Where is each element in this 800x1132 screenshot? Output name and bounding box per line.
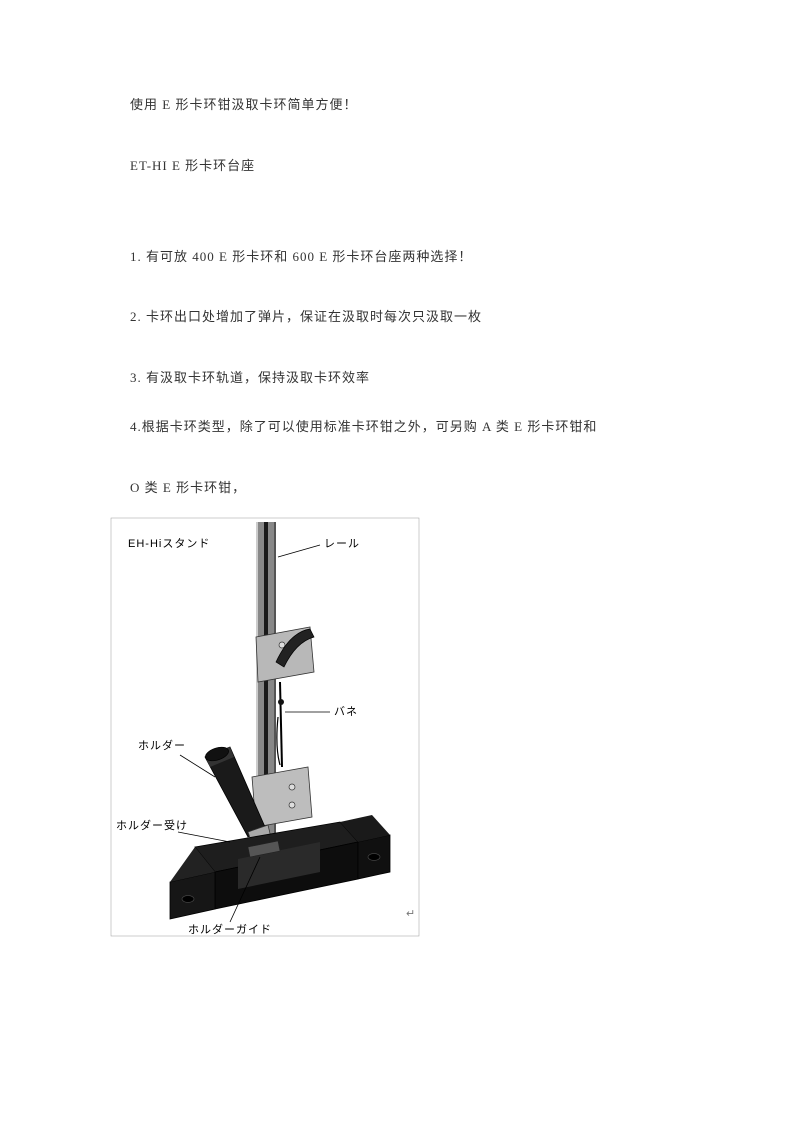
label-spring: バネ xyxy=(334,705,358,718)
label-rail: レール xyxy=(324,538,360,550)
point-3: 3. 有汲取卡环轨道，保持汲取卡环效率 xyxy=(130,368,670,389)
svg-text:↵: ↵ xyxy=(406,908,416,920)
label-holder-guide: ホルダーガイド xyxy=(188,922,272,936)
title-line: 使用 E 形卡环钳汲取卡环简单方便！ xyxy=(130,95,670,116)
point-4b: O 类 E 形卡环钳， xyxy=(130,478,670,499)
point-2: 2. 卡环出口处增加了弹片，保证在汲取时每次只汲取一枚 xyxy=(130,307,670,328)
product-diagram: EH-Hiスタンド レール バネ ホルダー ホルダー受け ホルダーガイド ↵ xyxy=(110,517,420,937)
label-holder-receiver: ホルダー受け xyxy=(116,818,188,832)
point-4: 4.根据卡环类型，除了可以使用标准卡环钳之外，可另购 A 类 E 形卡环钳和 xyxy=(130,417,670,438)
label-holder: ホルダー xyxy=(138,738,186,752)
subtitle-line: ET-HI E 形卡环台座 xyxy=(130,156,670,177)
point-1: 1. 有可放 400 E 形卡环和 600 E 形卡环台座两种选择！ xyxy=(130,247,670,268)
label-stand: EH-Hiスタンド xyxy=(128,537,210,550)
